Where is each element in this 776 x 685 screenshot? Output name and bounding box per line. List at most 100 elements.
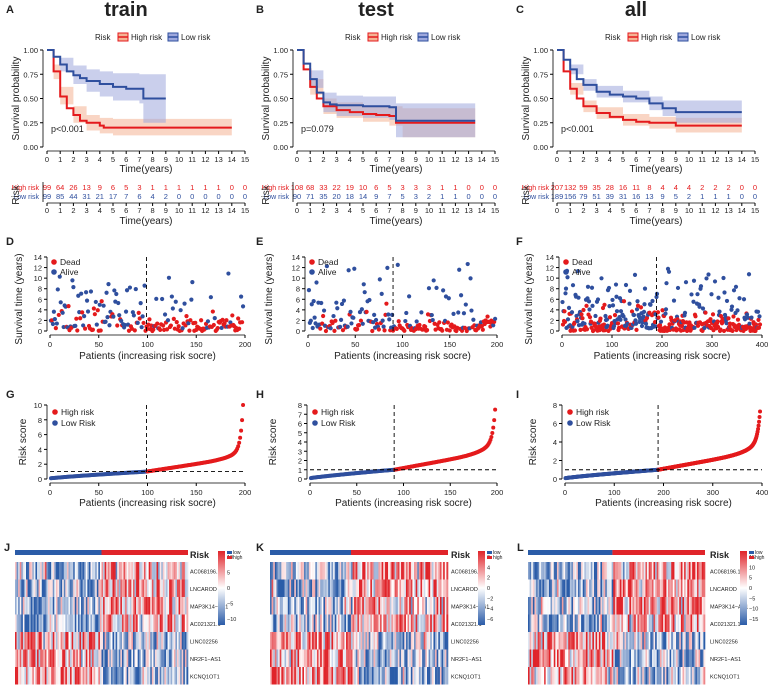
x-tick-label: 400	[756, 488, 769, 497]
heatmap-cell	[680, 614, 683, 632]
heatmap-cell	[539, 649, 542, 667]
legend-dot-high	[567, 409, 573, 415]
heatmap-cell	[60, 667, 63, 685]
y-tick-label: 6	[38, 431, 42, 440]
heatmap-cell	[106, 597, 109, 615]
point-alive	[173, 299, 178, 304]
heatmap-cell	[95, 649, 98, 667]
y-tick-label: 8	[38, 285, 42, 294]
heatmap-cell	[337, 614, 340, 632]
point-alive	[431, 278, 436, 283]
heatmap-cell	[669, 614, 672, 632]
point-dead	[621, 299, 627, 304]
heatmap-cell	[90, 579, 93, 597]
heatmap-cell	[326, 562, 329, 580]
heatmap-cell	[534, 562, 537, 580]
heatmap-cell	[608, 667, 611, 685]
heatmap-cell	[441, 632, 444, 650]
heatmap-cell	[173, 649, 176, 667]
heatmap-cell	[129, 579, 132, 597]
heatmap-cell	[573, 562, 575, 580]
heatmap-cell	[634, 562, 637, 580]
heatmap-cell	[305, 562, 308, 580]
point-alive	[313, 321, 318, 326]
heatmap-cell	[396, 632, 399, 650]
scale-tick-label: 2	[487, 576, 490, 582]
heatmap-cell	[528, 614, 530, 632]
heatmap-cell	[430, 667, 433, 685]
heatmap-cell	[647, 667, 649, 685]
point-alive	[709, 292, 714, 297]
heatmap-cell	[389, 597, 392, 615]
heatmap-cell	[611, 649, 614, 667]
heatmap-cell	[368, 632, 371, 650]
risk-count: 3	[427, 183, 431, 192]
heatmap-cell	[26, 667, 28, 685]
x-tick-label: 4	[98, 155, 102, 164]
point-alive	[107, 323, 112, 328]
heatmap-cell	[74, 597, 77, 615]
point-dead	[147, 317, 152, 322]
heatmap-cell	[698, 614, 701, 632]
heatmap-cell	[139, 667, 142, 685]
heatmap-cell	[655, 597, 658, 615]
heatmap-cell	[165, 562, 168, 580]
point-alive	[426, 286, 432, 291]
point-alive	[722, 290, 727, 295]
point-dead	[176, 324, 181, 329]
heatmap-cell	[136, 649, 138, 667]
risk-x-tick-label: 1	[308, 206, 312, 215]
heatmap-cell	[384, 649, 387, 667]
heatmap-cell	[315, 614, 318, 632]
heatmap-cell	[558, 579, 561, 597]
heatmap-cell	[365, 614, 368, 632]
heatmap-cell	[156, 614, 159, 632]
heatmap-cell	[302, 579, 305, 597]
heatmap-cell	[610, 614, 612, 632]
point-dead	[333, 318, 338, 323]
heatmap-cell	[548, 597, 551, 615]
heatmap-cell	[347, 632, 350, 650]
heatmap-cell	[443, 562, 446, 580]
heatmap-cell	[602, 649, 604, 667]
heatmap-cell	[688, 614, 691, 632]
risk-count: 5	[124, 183, 128, 192]
heatmap-cell	[645, 579, 648, 597]
point-alive	[58, 300, 63, 305]
heatmap-cell	[349, 597, 352, 615]
heatmap-cell	[164, 667, 167, 685]
heatmap-cell	[51, 667, 54, 685]
heatmap-cell	[305, 649, 308, 667]
heatmap-cell	[439, 562, 442, 580]
heatmap-cell	[405, 614, 408, 632]
heatmap-cell	[30, 614, 33, 632]
heatmap-cell	[571, 667, 574, 685]
heatmap-cell	[585, 579, 588, 597]
heatmap-cell	[540, 597, 543, 615]
heatmap-cell	[139, 597, 142, 615]
heatmap-cell	[680, 632, 683, 650]
heatmap-cell	[576, 649, 579, 667]
x-tick-label: 0	[295, 155, 299, 164]
heatmap-cell	[88, 579, 91, 597]
heatmap-cell	[569, 597, 572, 615]
heatmap-cell	[321, 632, 324, 650]
legend-label-low: Low Risk	[61, 418, 96, 428]
point-alive	[563, 286, 569, 291]
heatmap-cell	[29, 579, 32, 597]
heatmap-cell	[613, 597, 616, 615]
point-alive	[441, 288, 446, 293]
heatmap-cell	[151, 579, 154, 597]
heatmap-cell	[582, 597, 585, 615]
point-alive	[138, 300, 143, 306]
heatmap-cell	[363, 649, 366, 667]
heatmap-cell	[576, 614, 579, 632]
heatmap-cell	[560, 649, 563, 667]
heatmap-cell	[334, 579, 337, 597]
heatmap-cell	[637, 667, 640, 685]
point-alive	[362, 290, 367, 295]
heatmap-cell	[342, 632, 345, 650]
heatmap-cell	[38, 632, 41, 650]
point-alive	[593, 313, 598, 319]
